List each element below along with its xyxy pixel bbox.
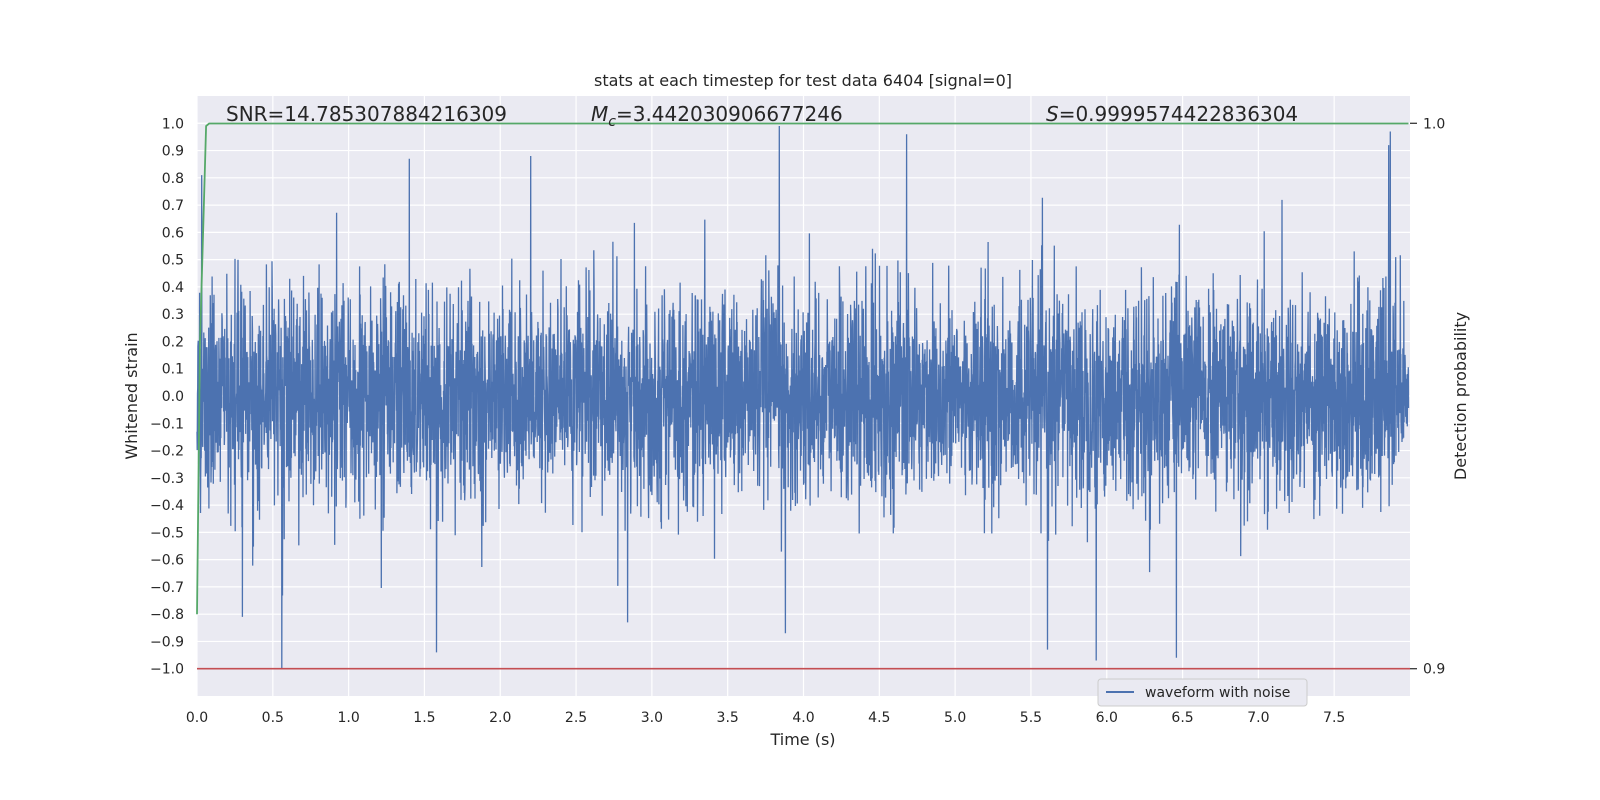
- mc-symbol: M: [591, 102, 608, 126]
- x-tick-label: 4.0: [792, 710, 814, 726]
- y-tick-label: 1.0: [162, 116, 184, 132]
- y-tick-label: 0.5: [162, 253, 184, 269]
- y-tick-label: 0.1: [162, 362, 184, 378]
- x-tick-label: 6.0: [1096, 710, 1118, 726]
- y-tick-label: −0.6: [150, 553, 184, 569]
- legend-label: waveform with noise: [1145, 685, 1290, 701]
- chart-title: stats at each timestep for test data 640…: [594, 71, 1012, 90]
- x-tick-label: 2.0: [489, 710, 511, 726]
- legend-box: [1097, 678, 1308, 707]
- y-tick-label: −0.3: [150, 471, 184, 487]
- s-symbol: S: [1046, 102, 1059, 126]
- x-axis-label: Time (s): [769, 730, 835, 749]
- x-tick-label: 4.5: [868, 710, 890, 726]
- x-tick-label: 3.0: [641, 710, 663, 726]
- y-axis-label: Whitened strain: [122, 332, 141, 459]
- mc-subscript: c: [608, 114, 616, 130]
- x-tick-label: 7.5: [1323, 710, 1345, 726]
- s-annotation: S=0.9999574422836304: [1046, 102, 1298, 126]
- y-tick-label: −1.0: [150, 662, 184, 678]
- x-tick-label: 0.5: [262, 710, 284, 726]
- x-tick-label: 5.0: [944, 710, 966, 726]
- x-tick-label: 1.0: [337, 710, 359, 726]
- y-tick-label: −0.5: [150, 525, 184, 541]
- y-tick-label: −0.1: [150, 416, 184, 432]
- y-tick-label: −0.7: [150, 580, 184, 596]
- mc-value: =3.442030906677246: [616, 102, 843, 126]
- y2-tick-label: 0.9: [1423, 662, 1445, 678]
- y-tick-label: 0.8: [162, 171, 184, 187]
- y-tick-label: 0.6: [162, 225, 184, 241]
- waveform-series: [196, 125, 1410, 669]
- y-tick-label: 0.4: [162, 280, 184, 296]
- y-tick-label: −0.4: [150, 498, 184, 514]
- legend: waveform with noise: [1097, 678, 1308, 707]
- y-tick-label: 0.2: [162, 334, 184, 350]
- y-axis-ticks: 1.0 0.9 0.8 0.7 0.6 0.5 0.4 0.3 0.2 0.1 0.0 −0.1 −0.…: [150, 116, 184, 677]
- y2-axis-label: Detection probability: [1451, 312, 1470, 480]
- y-tick-label: −0.9: [150, 634, 184, 650]
- x-tick-label: 6.5: [1171, 710, 1193, 726]
- waveform-line: [196, 125, 1410, 669]
- snr-annotation: SNR=14.785307884216309: [226, 102, 507, 126]
- x-tick-label: 0.0: [186, 710, 208, 726]
- y-tick-label: −0.8: [150, 607, 184, 623]
- y2-axis-ticks: 1.0 0.9: [1410, 116, 1445, 678]
- x-tick-label: 7.0: [1247, 710, 1269, 726]
- x-tick-label: 3.5: [717, 710, 739, 726]
- x-tick-label: 1.5: [413, 710, 435, 726]
- y2-tick-label: 1.0: [1423, 116, 1445, 132]
- mc-annotation: Mc=3.442030906677246: [591, 102, 843, 130]
- y-tick-label: −0.2: [150, 444, 184, 460]
- x-axis-ticks: 0.0 0.5 1.0 1.5 2.0 2.5 3.0 3.5 4.0 4.5 5.0 5.5 6.0 6…: [186, 710, 1345, 726]
- y-tick-label: 0.3: [162, 307, 184, 323]
- probability-series: [196, 122, 1410, 670]
- y-tick-label: 0.9: [162, 144, 184, 160]
- x-tick-label: 5.5: [1020, 710, 1042, 726]
- probability-line: [196, 122, 1409, 615]
- y-tick-label: 0.7: [162, 198, 184, 214]
- x-tick-label: 2.5: [565, 710, 587, 726]
- s-value: =0.9999574422836304: [1059, 102, 1298, 126]
- y-tick-label: 0.0: [162, 389, 184, 405]
